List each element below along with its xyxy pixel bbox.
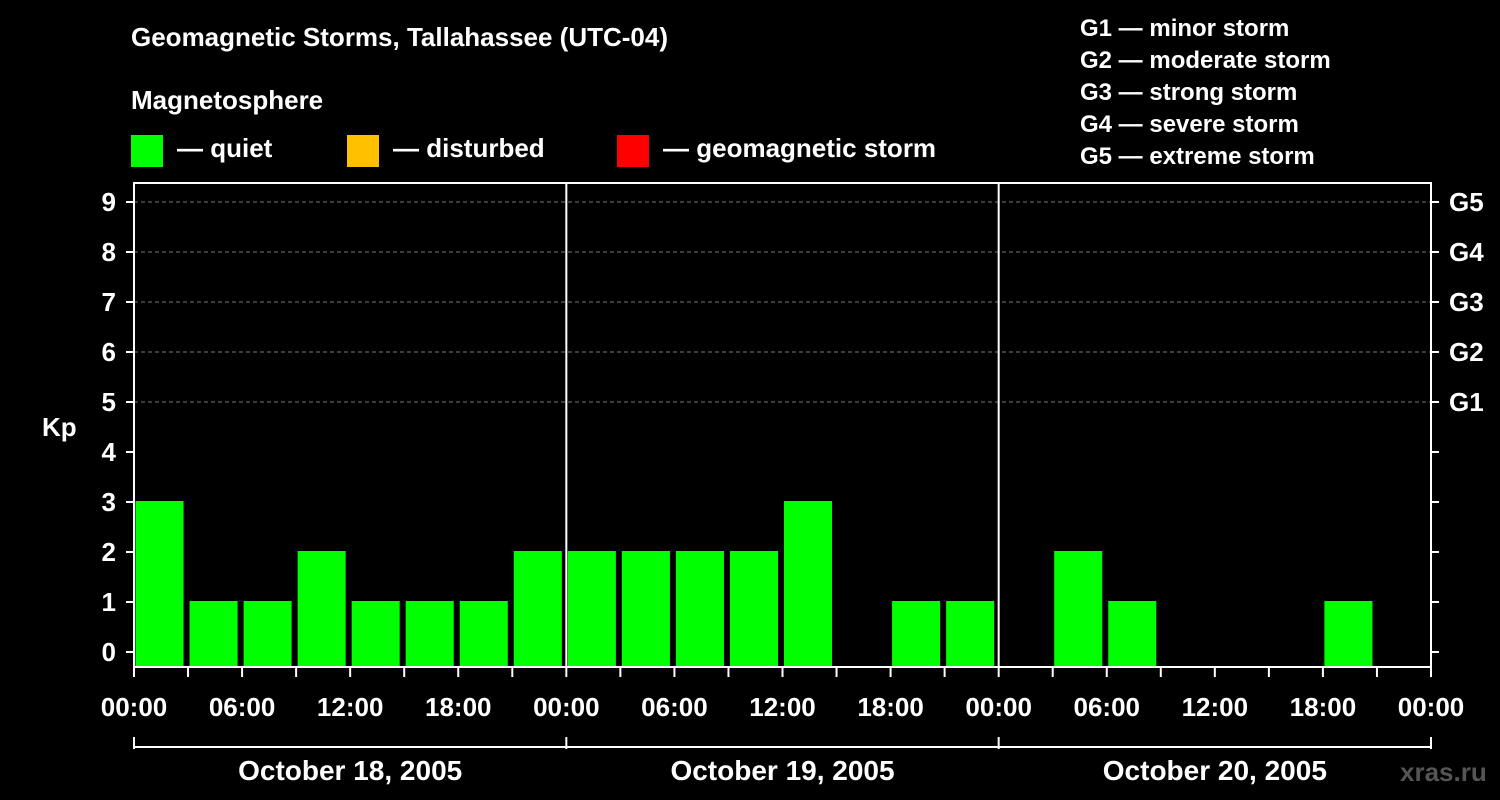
kp-bar-9 <box>621 551 670 667</box>
kp-bar-22 <box>1324 601 1373 667</box>
storm-scale-g2: G2 — moderate storm <box>1080 47 1331 74</box>
kp-bar-2 <box>243 601 292 667</box>
legend-label-quiet: — quiet <box>177 133 273 163</box>
right-tick-label-G4: G4 <box>1449 237 1484 267</box>
day-label-1: October 19, 2005 <box>670 755 894 786</box>
storm-scale-g1: G1 — minor storm <box>1080 15 1290 42</box>
kp-bar-10 <box>675 551 724 667</box>
y-tick-label-3: 3 <box>102 487 116 517</box>
y-axis-label: Kp <box>42 412 77 442</box>
kp-bar-1 <box>189 601 238 667</box>
x-tick-label-2: 12:00 <box>317 692 384 722</box>
y-tick-label-5: 5 <box>102 387 116 417</box>
kp-bar-5 <box>405 601 454 667</box>
grid-lines <box>134 201 1431 403</box>
x-tick-label-1: 06:00 <box>209 692 276 722</box>
x-tick-label-11: 18:00 <box>1290 692 1357 722</box>
right-tick-label-G2: G2 <box>1449 337 1484 367</box>
tick-labels: 0 1 2 3 4 5 6 7 8 9 G1 G2 G3 G4 G5 00:00 06:00 12:00 18:00… <box>101 187 1484 786</box>
x-tick-label-8: 00:00 <box>965 692 1032 722</box>
x-tick-label-9: 06:00 <box>1074 692 1141 722</box>
storm-scale-g4: G4 — severe storm <box>1080 111 1299 138</box>
kp-bar-12 <box>784 501 833 667</box>
right-tick-label-G1: G1 <box>1449 387 1484 417</box>
day-label-2: October 20, 2005 <box>1103 755 1327 786</box>
kp-bar-17 <box>1054 551 1103 667</box>
x-tick-label-0: 00:00 <box>101 692 168 722</box>
kp-bars <box>135 501 1373 667</box>
x-tick-label-3: 18:00 <box>425 692 492 722</box>
x-tick-label-5: 06:00 <box>641 692 708 722</box>
y-tick-label-0: 0 <box>102 637 116 667</box>
kp-bar-4 <box>351 601 400 667</box>
y-tick-label-4: 4 <box>102 437 117 467</box>
x-tick-label-12: 00:00 <box>1398 692 1465 722</box>
kp-bar-0 <box>135 501 184 667</box>
x-tick-label-4: 00:00 <box>533 692 600 722</box>
storm-scale-g5: G5 — extreme storm <box>1080 143 1315 170</box>
y-tick-label-1: 1 <box>102 587 116 617</box>
legend-swatch-disturbed <box>347 135 379 167</box>
y-tick-label-2: 2 <box>102 537 116 567</box>
kp-bar-3 <box>297 551 346 667</box>
x-tick-label-7: 18:00 <box>857 692 924 722</box>
right-tick-label-G5: G5 <box>1449 187 1484 217</box>
y-tick-label-7: 7 <box>102 287 116 317</box>
watermark: xras.ru <box>1400 757 1487 787</box>
y-tick-label-6: 6 <box>102 337 116 367</box>
legend-label-disturbed: — disturbed <box>393 133 545 163</box>
right-tick-label-G3: G3 <box>1449 287 1484 317</box>
chart-title: Geomagnetic Storms, Tallahassee (UTC-04) <box>131 22 669 52</box>
chart-subtitle: Magnetosphere <box>131 85 324 115</box>
axes <box>126 182 1439 749</box>
legend-label-storm: — geomagnetic storm <box>663 133 937 163</box>
y-tick-label-8: 8 <box>102 237 116 267</box>
kp-bar-14 <box>892 601 941 667</box>
day-label-0: October 18, 2005 <box>238 755 462 786</box>
legend-swatch-quiet <box>131 135 163 167</box>
kp-bar-11 <box>729 551 778 667</box>
kp-bar-15 <box>946 601 995 667</box>
kp-bar-7 <box>513 551 562 667</box>
x-tick-label-6: 12:00 <box>749 692 816 722</box>
storm-scale-g3: G3 — strong storm <box>1080 79 1298 106</box>
storm-scale-list: G1 — minor storm G2 — moderate storm G3 … <box>1080 13 1331 173</box>
kp-bar-18 <box>1108 601 1157 667</box>
kp-bar-6 <box>459 601 508 667</box>
legend-swatch-storm <box>617 135 649 167</box>
kp-bar-8 <box>567 551 616 667</box>
y-tick-label-9: 9 <box>102 187 116 217</box>
x-tick-label-10: 12:00 <box>1182 692 1249 722</box>
